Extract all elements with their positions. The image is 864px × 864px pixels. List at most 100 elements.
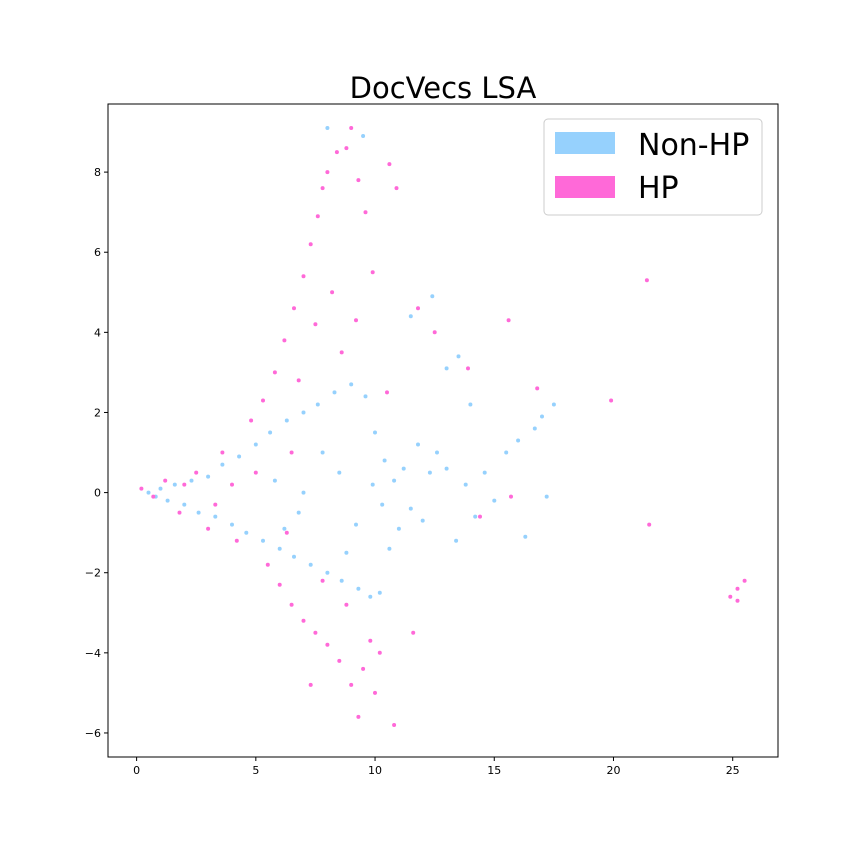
point-non-hp-59	[408, 314, 413, 319]
point-non-hp-66	[320, 450, 325, 455]
point-non-hp-55	[430, 294, 435, 299]
point-hp-56	[609, 398, 614, 403]
point-hp-67	[230, 482, 234, 487]
point-hp-9	[261, 398, 265, 403]
point-non-hp-22	[315, 402, 320, 407]
y-tick-label--2: −2	[85, 567, 101, 580]
y-tick-label-6: 6	[94, 246, 101, 259]
point-hp-33	[313, 630, 318, 635]
y-tick-label-8: 8	[94, 166, 101, 179]
point-non-hp-20	[301, 410, 306, 415]
point-non-hp-24	[332, 390, 337, 395]
point-non-hp-27	[356, 586, 361, 591]
y-tick-label-2: 2	[94, 406, 101, 419]
point-hp-22	[363, 210, 368, 215]
point-hp-10	[272, 370, 277, 375]
point-non-hp-32	[382, 458, 387, 463]
point-hp-64	[735, 598, 740, 603]
point-hp-47	[289, 450, 294, 455]
point-hp-5	[206, 526, 211, 531]
point-hp-18	[334, 150, 339, 155]
point-hp-35	[337, 658, 342, 663]
point-hp-52	[432, 330, 437, 335]
point-hp-59	[509, 494, 513, 499]
legend-label-non-hp: Non-HP	[638, 128, 749, 163]
x-tick-label-10: 10	[368, 764, 382, 777]
point-non-hp-37	[408, 506, 413, 511]
point-hp-6	[220, 450, 225, 455]
y-tick-label--6: −6	[85, 727, 101, 740]
point-hp-55	[535, 386, 540, 391]
chart-title: DocVecs LSA	[350, 71, 537, 105]
point-hp-17	[325, 170, 330, 175]
point-non-hp-69	[272, 478, 277, 483]
point-hp-65	[411, 630, 416, 635]
point-non-hp-43	[454, 538, 459, 543]
legend-swatch-non-hp	[555, 132, 615, 154]
point-non-hp-38	[416, 442, 420, 447]
point-non-hp-70	[282, 526, 287, 531]
point-non-hp-26	[349, 382, 354, 387]
point-hp-69	[182, 482, 187, 487]
point-hp-0	[139, 486, 144, 491]
point-hp-26	[296, 378, 301, 383]
point-non-hp-45	[473, 514, 478, 519]
point-hp-36	[349, 682, 354, 687]
point-non-hp-2	[158, 486, 163, 491]
point-hp-20	[349, 126, 354, 130]
point-non-hp-58	[468, 402, 473, 407]
point-non-hp-68	[380, 502, 385, 507]
point-non-hp-36	[401, 466, 406, 471]
point-hp-13	[301, 274, 306, 279]
point-hp-34	[325, 642, 330, 647]
point-non-hp-48	[504, 450, 509, 455]
point-non-hp-60	[325, 126, 330, 130]
point-non-hp-33	[387, 546, 392, 551]
point-hp-46	[253, 470, 258, 475]
x-tick-label-15: 15	[487, 764, 501, 777]
point-non-hp-35	[396, 526, 401, 531]
point-non-hp-10	[220, 462, 225, 467]
point-non-hp-53	[544, 494, 549, 499]
point-hp-39	[377, 650, 382, 655]
point-non-hp-62	[301, 490, 306, 495]
y-tick-label-4: 4	[94, 326, 101, 339]
point-hp-3	[177, 510, 182, 515]
point-hp-16	[320, 186, 325, 191]
legend-swatch-hp	[555, 176, 615, 198]
point-hp-11	[282, 338, 287, 343]
point-non-hp-14	[253, 442, 258, 447]
point-non-hp-57	[456, 354, 461, 359]
point-non-hp-67	[370, 482, 375, 487]
point-non-hp-51	[532, 426, 537, 431]
point-non-hp-39	[420, 518, 425, 523]
x-tick-label-25: 25	[726, 764, 740, 777]
point-hp-21	[356, 178, 361, 183]
point-hp-44	[320, 578, 325, 583]
point-non-hp-5	[182, 502, 187, 507]
x-tick-label-5: 5	[252, 764, 259, 777]
point-hp-31	[289, 602, 294, 607]
point-non-hp-47	[492, 498, 497, 503]
point-non-hp-11	[230, 522, 234, 527]
x-tick-label-0: 0	[133, 764, 140, 777]
point-hp-53	[466, 366, 470, 371]
point-non-hp-49	[516, 438, 521, 443]
point-non-hp-18	[284, 418, 289, 423]
point-hp-7	[234, 538, 239, 543]
point-hp-4	[194, 470, 199, 475]
point-hp-32	[301, 618, 306, 623]
point-non-hp-63	[337, 470, 342, 475]
point-hp-19	[344, 146, 349, 151]
point-non-hp-30	[373, 430, 377, 435]
point-non-hp-44	[463, 482, 468, 487]
point-hp-43	[284, 530, 289, 535]
point-hp-12	[292, 306, 296, 311]
point-non-hp-7	[196, 510, 201, 515]
point-hp-61	[728, 594, 733, 599]
point-hp-48	[385, 390, 389, 395]
legend: Non-HP HP	[543, 118, 763, 216]
point-non-hp-0	[146, 490, 151, 495]
point-non-hp-21	[308, 562, 313, 567]
